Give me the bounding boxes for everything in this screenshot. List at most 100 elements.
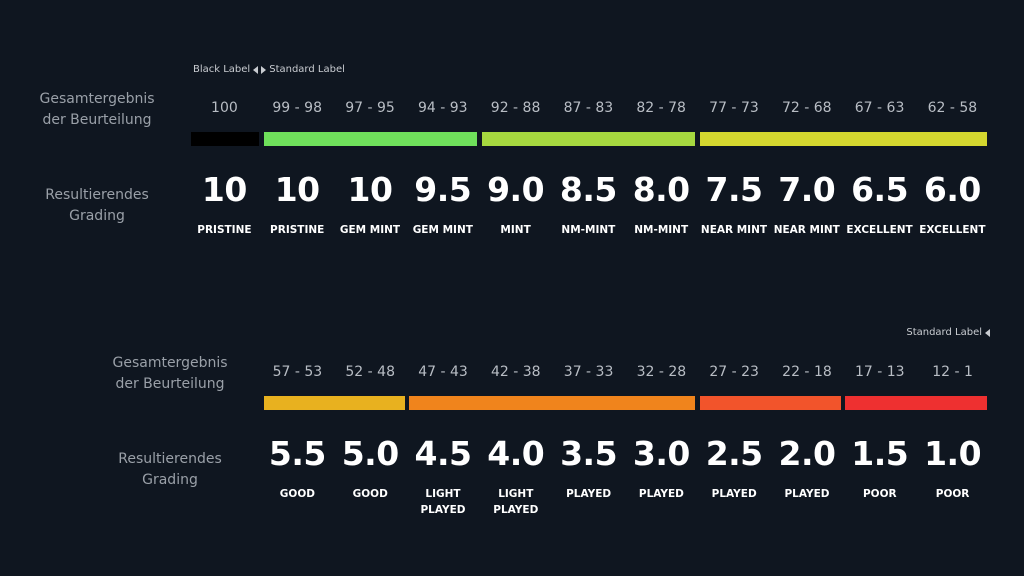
score-label-bottom: Gesamtergebnis der Beurteilung	[85, 353, 255, 395]
grade-label-line: Resultierendes	[45, 187, 149, 203]
bottom-name-row: GOOD GOOD LIGHT PLAYED LIGHT PLAYED PLAYED PLAY…	[261, 486, 989, 518]
score-range: 62 - 58	[927, 100, 978, 116]
bar-red	[845, 396, 987, 410]
grade-label-line: Grading	[142, 472, 198, 488]
grade-label-bottom: Resultierendes Grading	[85, 449, 255, 491]
grade-value: 5.0	[341, 434, 399, 473]
grade-value: 3.5	[560, 434, 618, 473]
score-range: 82 - 78	[636, 100, 686, 116]
score-label-line: der Beurteilung	[42, 112, 152, 128]
bar-black-label	[191, 132, 259, 146]
bar-amber	[264, 396, 405, 410]
grade-value: 10	[347, 170, 393, 209]
grade-name: EXCELLENT	[916, 222, 989, 238]
grade-name: PLAYED	[698, 486, 771, 518]
grade-name-line: PLAYED	[711, 488, 757, 500]
grade-name-line: EXCELLENT	[919, 224, 986, 236]
score-range: 94 - 93	[417, 100, 468, 116]
score-range: 99 - 98	[272, 100, 322, 116]
score-label-top: Gesamtergebnis der Beurteilung	[12, 89, 182, 131]
grade-value: 10	[274, 170, 320, 209]
score-range: 57 - 53	[272, 364, 323, 380]
top-range-row: 100 99 - 98 97 - 95 94 - 93 92 - 88 87 - 83 82…	[188, 100, 989, 116]
grade-name-line: GOOD	[279, 488, 315, 500]
score-range: 42 - 38	[490, 364, 541, 380]
score-label-line: Gesamtergebnis	[112, 355, 228, 371]
score-range: 72 - 68	[781, 100, 832, 116]
grade-name-line: POOR	[935, 488, 970, 500]
standard-label-text: Standard Label	[269, 64, 345, 75]
grade-name: POOR	[843, 486, 916, 518]
grade-name: NEAR MINT	[698, 222, 771, 238]
grade-name: PLAYED	[552, 486, 625, 518]
score-range: 22 - 18	[782, 364, 832, 380]
grade-name: LIGHT PLAYED	[407, 486, 480, 518]
grade-name-line: LIGHT	[498, 488, 534, 500]
grade-name: GOOD	[334, 486, 407, 518]
grade-value: 6.5	[851, 170, 909, 209]
grade-name-line: NM-MINT	[561, 224, 616, 236]
grade-name-line: POOR	[862, 488, 897, 500]
grade-name: PLAYED	[771, 486, 844, 518]
grade-name: GEM MINT	[334, 222, 407, 238]
grade-name: GEM MINT	[406, 222, 479, 238]
bottom-range-row: 57 - 53 52 - 48 47 - 43 42 - 38 37 - 33 32 - …	[261, 364, 989, 380]
grade-value: 10	[201, 170, 247, 209]
bar-red-orange	[700, 396, 841, 410]
bar-orange	[409, 396, 695, 410]
top-grade-row: 10 10 10 9.5 9.0 8.5 8.0 7.5 7.0 6.5 6.0	[188, 170, 989, 209]
grade-name-line: LIGHT	[425, 488, 461, 500]
top-name-row: PRISTINE PRISTINE GEM MINT GEM MINT MINT NM-M…	[188, 222, 989, 238]
grade-name-line: NEAR MINT	[700, 224, 768, 236]
bottom-grade-row: 5.5 5.0 4.5 4.0 3.5 3.0 2.5 2.0 1.5 1.0	[261, 434, 989, 473]
score-range: 32 - 28	[636, 364, 687, 380]
grade-name-line: NEAR MINT	[773, 224, 840, 236]
bar-yellow	[700, 132, 987, 146]
score-range: 100	[211, 100, 238, 116]
grade-name: PRISTINE	[188, 222, 261, 238]
grade-name-line: MINT	[500, 224, 531, 236]
grade-name: LIGHT PLAYED	[479, 486, 552, 518]
score-range: 12 - 1	[932, 364, 973, 380]
score-label-line: Gesamtergebnis	[39, 91, 155, 107]
score-range: 67 - 63	[854, 100, 905, 116]
score-range: 52 - 48	[345, 364, 395, 380]
grade-name-line: PRISTINE	[197, 224, 252, 236]
score-range: 92 - 88	[490, 100, 541, 116]
standard-label-text-bottom: Standard Label	[906, 327, 982, 338]
score-range: 17 - 13	[854, 364, 905, 380]
score-range: 47 - 43	[418, 364, 468, 380]
grade-value: 4.5	[414, 434, 472, 473]
grade-name-line: GOOD	[352, 488, 388, 500]
grade-value: 8.0	[632, 170, 690, 209]
bar-lime	[482, 132, 695, 146]
grade-name-line: NM-MINT	[634, 224, 689, 236]
grade-name: EXCELLENT	[843, 222, 916, 238]
score-range: 97 - 95	[345, 100, 395, 116]
grade-value: 5.5	[268, 434, 326, 473]
grade-name: PRISTINE	[261, 222, 334, 238]
grade-name-line: PLAYED	[493, 504, 539, 516]
grade-value: 6.0	[923, 170, 981, 209]
grade-label-line: Resultierendes	[118, 451, 222, 467]
black-label-text: Black Label	[193, 64, 251, 75]
grade-value: 1.0	[924, 434, 982, 473]
grade-name-line: EXCELLENT	[846, 224, 913, 236]
grade-value: 8.5	[559, 170, 617, 209]
grade-value: 1.5	[851, 434, 909, 473]
bar-green	[264, 132, 477, 146]
grade-name-line: PLAYED	[784, 488, 830, 500]
grade-name: POOR	[916, 486, 989, 518]
grade-name-line: GEM MINT	[412, 224, 473, 236]
grade-value: 2.5	[705, 434, 763, 473]
score-range: 27 - 23	[709, 364, 759, 380]
grade-name: NM-MINT	[552, 222, 625, 238]
arrow-left-icon	[985, 328, 990, 337]
grade-name-line: PLAYED	[420, 504, 466, 516]
grade-name: NEAR MINT	[770, 222, 843, 238]
grade-name: GOOD	[261, 486, 334, 518]
grade-name: NM-MINT	[625, 222, 698, 238]
grade-name: PLAYED	[625, 486, 698, 518]
grade-label-line: Grading	[69, 208, 125, 224]
grade-name-line: PRISTINE	[270, 224, 325, 236]
